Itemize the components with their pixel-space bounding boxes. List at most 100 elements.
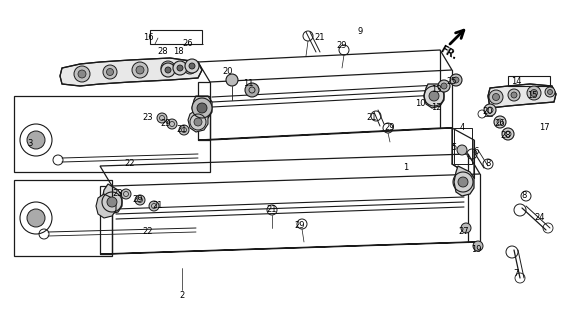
Text: 29: 29 xyxy=(295,221,306,230)
Text: 7: 7 xyxy=(514,269,519,278)
Text: 20: 20 xyxy=(483,108,493,116)
Circle shape xyxy=(161,61,175,75)
Text: 13: 13 xyxy=(431,85,441,94)
Circle shape xyxy=(545,87,555,97)
Polygon shape xyxy=(96,194,116,218)
Polygon shape xyxy=(60,58,202,86)
Text: 26: 26 xyxy=(495,119,506,129)
Text: 25: 25 xyxy=(447,77,457,86)
Polygon shape xyxy=(488,84,556,108)
Text: 29: 29 xyxy=(133,196,143,204)
Circle shape xyxy=(192,98,212,118)
Circle shape xyxy=(458,177,468,187)
Circle shape xyxy=(226,74,238,86)
Text: 3: 3 xyxy=(27,140,32,148)
Text: 17: 17 xyxy=(539,124,549,132)
Text: 29: 29 xyxy=(337,42,347,51)
Polygon shape xyxy=(454,166,474,196)
Circle shape xyxy=(531,90,538,97)
Circle shape xyxy=(484,104,496,116)
Circle shape xyxy=(161,63,175,77)
Text: 8: 8 xyxy=(485,159,491,169)
Circle shape xyxy=(450,74,462,86)
Circle shape xyxy=(157,113,167,123)
Circle shape xyxy=(27,209,45,227)
Circle shape xyxy=(167,119,177,129)
Circle shape xyxy=(197,103,207,113)
Circle shape xyxy=(107,68,113,76)
Text: 9: 9 xyxy=(357,28,363,36)
Circle shape xyxy=(453,77,459,83)
Text: 1: 1 xyxy=(404,164,409,172)
Text: FR.: FR. xyxy=(438,44,459,62)
Circle shape xyxy=(502,128,514,140)
Circle shape xyxy=(441,83,447,89)
Text: 12: 12 xyxy=(431,103,441,113)
Circle shape xyxy=(185,59,199,73)
Text: 23: 23 xyxy=(142,114,153,123)
Circle shape xyxy=(27,131,45,149)
Circle shape xyxy=(508,89,520,101)
Text: 28: 28 xyxy=(500,132,511,140)
Circle shape xyxy=(438,80,450,92)
Circle shape xyxy=(179,125,189,135)
Text: 6: 6 xyxy=(473,148,479,156)
Circle shape xyxy=(527,86,541,100)
Circle shape xyxy=(548,90,552,94)
Text: 16: 16 xyxy=(142,34,153,43)
Text: 21: 21 xyxy=(153,202,163,211)
Text: 29: 29 xyxy=(161,119,171,129)
Text: 29: 29 xyxy=(385,124,395,132)
Circle shape xyxy=(149,201,159,211)
Circle shape xyxy=(121,189,131,199)
Text: 21: 21 xyxy=(367,114,377,123)
Circle shape xyxy=(184,62,196,74)
Circle shape xyxy=(489,90,503,104)
Bar xyxy=(454,128,472,164)
Circle shape xyxy=(492,93,499,100)
Text: 28: 28 xyxy=(158,47,168,57)
Circle shape xyxy=(132,62,148,78)
Circle shape xyxy=(473,241,483,251)
Circle shape xyxy=(457,145,467,155)
Circle shape xyxy=(136,66,144,74)
Text: 11: 11 xyxy=(243,79,253,89)
Polygon shape xyxy=(192,96,212,120)
Text: 10: 10 xyxy=(415,100,425,108)
Circle shape xyxy=(461,223,471,233)
Bar xyxy=(150,30,202,44)
Polygon shape xyxy=(424,84,444,108)
Text: 23: 23 xyxy=(113,189,123,198)
Circle shape xyxy=(135,195,145,205)
Circle shape xyxy=(74,66,90,82)
Text: 21: 21 xyxy=(177,125,188,134)
Circle shape xyxy=(177,65,183,71)
Text: 15: 15 xyxy=(527,92,538,100)
Circle shape xyxy=(187,65,193,71)
Polygon shape xyxy=(102,184,122,214)
Circle shape xyxy=(429,91,439,101)
Bar xyxy=(508,76,550,86)
Text: 18: 18 xyxy=(173,47,184,57)
Text: 22: 22 xyxy=(125,159,135,169)
Circle shape xyxy=(194,118,202,126)
Text: 24: 24 xyxy=(535,213,545,222)
Circle shape xyxy=(103,65,117,79)
Text: 2: 2 xyxy=(180,292,185,300)
Circle shape xyxy=(165,67,171,73)
Circle shape xyxy=(189,63,195,69)
Text: 14: 14 xyxy=(511,77,521,86)
Circle shape xyxy=(511,92,517,98)
Text: 5: 5 xyxy=(451,143,457,153)
Circle shape xyxy=(107,197,117,207)
Circle shape xyxy=(165,65,172,71)
Text: 22: 22 xyxy=(142,228,153,236)
Text: 19: 19 xyxy=(471,245,481,254)
Polygon shape xyxy=(188,110,208,132)
Circle shape xyxy=(173,61,187,75)
Text: 20: 20 xyxy=(223,68,233,76)
Text: 8: 8 xyxy=(522,191,527,201)
Text: 26: 26 xyxy=(183,39,193,49)
Text: 27: 27 xyxy=(459,228,469,236)
Text: 4: 4 xyxy=(459,124,465,132)
